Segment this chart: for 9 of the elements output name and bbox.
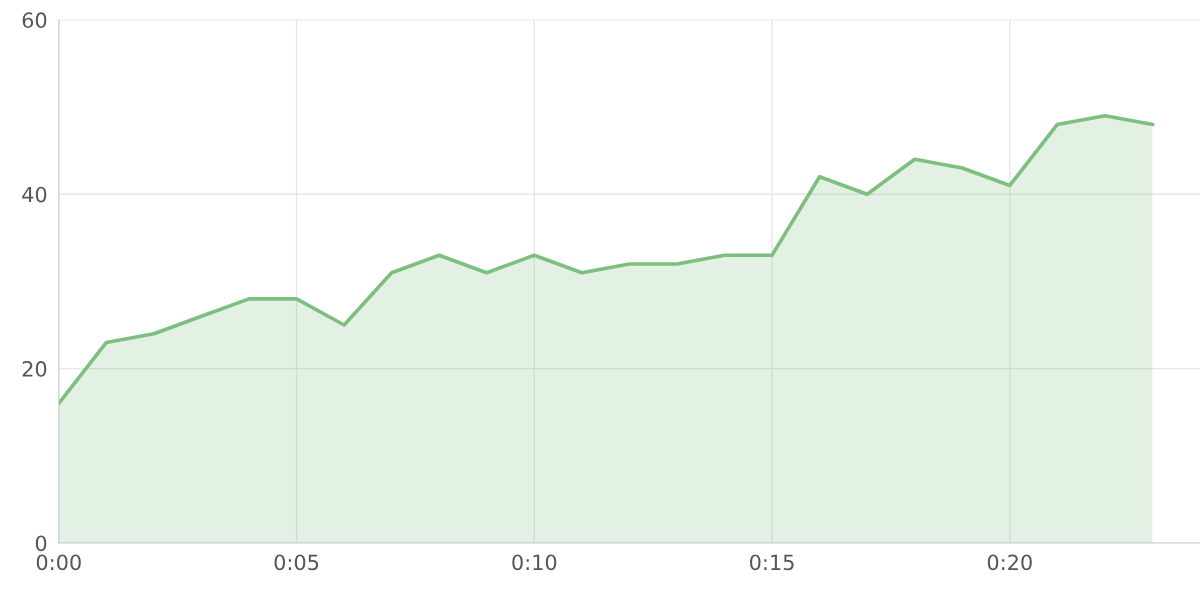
y-tick-label: 0 <box>35 535 47 552</box>
y-tick-label: 20 <box>22 361 47 377</box>
x-tick-label: 0:00 <box>36 554 81 571</box>
x-tick-label: 0:05 <box>274 554 319 571</box>
x-tick-label: 0:10 <box>512 554 557 571</box>
y-tick-label: 60 <box>22 12 47 29</box>
x-tick-label: 0:15 <box>750 554 794 571</box>
y-tick-label: 40 <box>22 186 47 203</box>
x-tick-label: 0:20 <box>987 554 1032 571</box>
